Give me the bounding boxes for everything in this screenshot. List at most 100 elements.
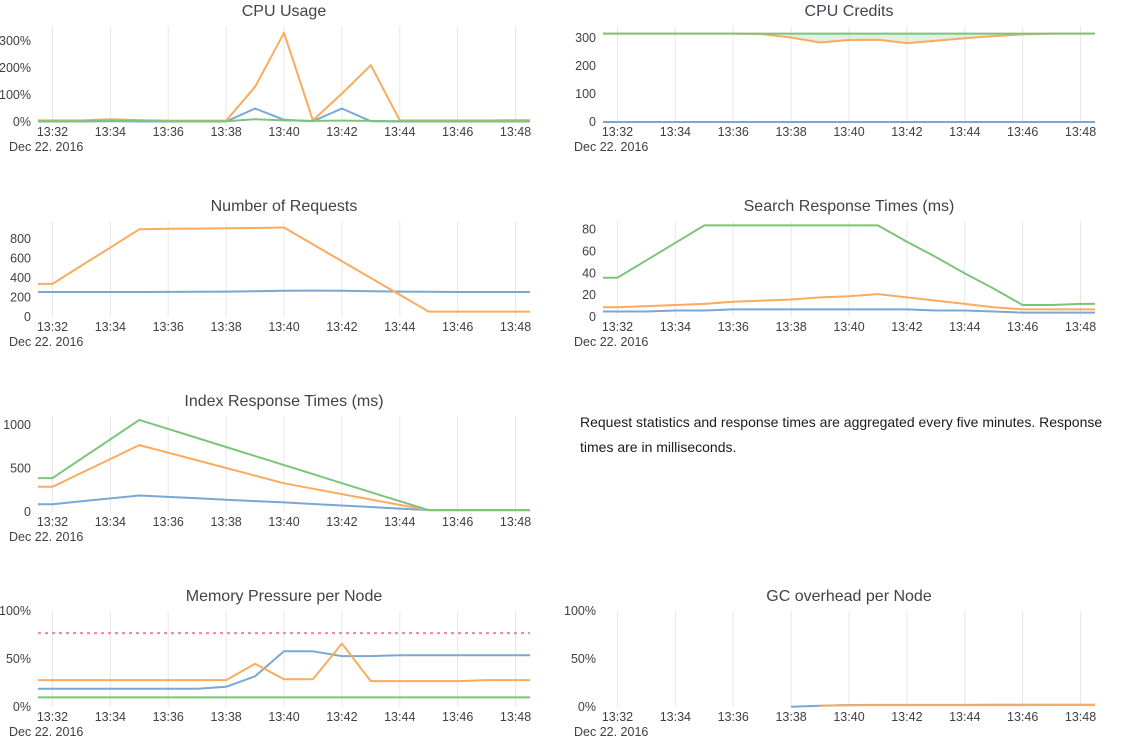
chart-canvas-memory-pressure-per-node[interactable]: Memory Pressure per Node 0% 50% 100% 13:32 13… — [0, 585, 565, 743]
y-tick-label: 100% — [0, 604, 31, 618]
chart-memory-pressure-per-node[interactable]: Memory Pressure per Node 0% 50% 100% 13:32 13… — [0, 585, 565, 741]
x-tick-label: 13:38 — [210, 710, 241, 724]
x-axis-date-label: Dec 22. 2016 — [9, 530, 83, 544]
y-tick-label: 400 — [10, 271, 31, 285]
chart-number-of-requests[interactable]: Number of Requests 0 200 400 600 800 13:32 13:3… — [0, 195, 565, 390]
series-line-cpu-usage-green[interactable] — [38, 118, 530, 123]
y-tick-label: 300% — [0, 34, 31, 48]
x-tick-label: 13:42 — [891, 320, 922, 334]
x-tick-label: 13:38 — [775, 125, 806, 139]
x-tick-label: 13:48 — [1065, 320, 1096, 334]
x-tick-label: 13:44 — [384, 710, 415, 724]
chart-title: Index Response Times (ms) — [184, 393, 383, 410]
y-tick-label: 500 — [10, 462, 31, 476]
chart-title: CPU Usage — [242, 3, 327, 20]
chart-canvas-number-of-requests[interactable]: Number of Requests 0 200 400 600 800 13:32 13:3… — [0, 195, 565, 353]
x-tick-label: 13:42 — [891, 710, 922, 724]
y-tick-label: 100% — [0, 88, 31, 102]
x-tick-label: 13:42 — [326, 515, 357, 529]
x-tick-label: 13:40 — [268, 515, 299, 529]
series-line-memory-orange[interactable] — [38, 642, 530, 683]
x-tick-label: 13:46 — [442, 710, 473, 724]
y-tick-label: 80 — [582, 223, 596, 237]
chart-title: CPU Credits — [805, 3, 894, 20]
x-tick-label: 13:48 — [500, 125, 531, 139]
x-tick-label: 13:36 — [153, 320, 184, 334]
y-tick-label: 60 — [582, 245, 596, 259]
x-tick-label: 13:42 — [326, 125, 357, 139]
x-tick-label: 13:46 — [1007, 710, 1038, 724]
chart-gc-overhead-per-node[interactable]: GC overhead per Node 0% 50% 100% 13:32 13:34 1… — [565, 585, 1131, 741]
x-tick-label: 13:44 — [384, 125, 415, 139]
chart-canvas-index-response-times[interactable]: Index Response Times (ms) 0 500 1000 13:32 13… — [0, 390, 565, 548]
chart-search-response-times[interactable]: Search Response Times (ms) 0 20 40 60 80 13:32… — [565, 195, 1131, 390]
x-tick-label: 13:32 — [37, 710, 68, 724]
chart-cpu-credits[interactable]: CPU Credits 0 100 200 300 13:32 13:34 13:36 13:3… — [565, 0, 1131, 195]
y-tick-label: 0% — [13, 115, 31, 129]
x-tick-label: 13:48 — [500, 515, 531, 529]
y-tick-label: 0% — [578, 700, 596, 714]
x-tick-label: 13:48 — [1065, 125, 1096, 139]
x-axis-date-label: Dec 22. 2016 — [574, 725, 648, 739]
x-tick-label: 13:46 — [442, 320, 473, 334]
y-tick-label: 100% — [565, 604, 596, 618]
series-line-search-orange[interactable] — [603, 293, 1095, 311]
x-tick-label: 13:38 — [210, 125, 241, 139]
x-tick-label: 13:40 — [268, 125, 299, 139]
y-tick-label: 0 — [24, 310, 31, 324]
x-tick-label: 13:32 — [37, 515, 68, 529]
chart-canvas-gc-overhead-per-node[interactable]: GC overhead per Node 0% 50% 100% 13:32 13:34 1… — [565, 585, 1130, 743]
x-tick-label: 13:34 — [95, 515, 126, 529]
x-tick-label: 13:38 — [210, 320, 241, 334]
chart-canvas-cpu-credits[interactable]: CPU Credits 0 100 200 300 13:32 13:34 13:36 13:3… — [565, 0, 1130, 158]
x-tick-label: 13:32 — [602, 710, 633, 724]
x-tick-label: 13:34 — [660, 320, 691, 334]
series-line-memory-blue[interactable] — [38, 650, 530, 690]
note-text: Request statistics and response times ar… — [580, 414, 1103, 455]
chart-index-response-times[interactable]: Index Response Times (ms) 0 500 1000 13:32 13… — [0, 390, 565, 585]
x-tick-label: 13:42 — [326, 710, 357, 724]
x-axis-date-label: Dec 22. 2016 — [9, 725, 83, 739]
x-tick-label: 13:44 — [949, 125, 980, 139]
series-line-requests-blue[interactable] — [38, 289, 530, 293]
series-line-gc-orange[interactable] — [820, 704, 1095, 707]
chart-canvas-search-response-times[interactable]: Search Response Times (ms) 0 20 40 60 80 13:32… — [565, 195, 1130, 353]
x-axis-date-label: Dec 22. 2016 — [9, 140, 83, 154]
y-tick-label: 0 — [589, 310, 596, 324]
chart-canvas-cpu-usage[interactable]: CPU Usage 0% 100% 200% 300% 13:32 13:34 13:36 13… — [0, 0, 565, 158]
fill-between-area — [603, 33, 1095, 44]
y-tick-label: 100 — [575, 87, 596, 101]
series-line-search-blue[interactable] — [603, 308, 1095, 314]
y-tick-label: 200% — [0, 61, 31, 75]
y-tick-label: 50% — [571, 652, 596, 666]
x-tick-label: 13:46 — [1007, 125, 1038, 139]
series-line-requests-orange[interactable] — [38, 226, 530, 313]
chart-cpu-usage[interactable]: CPU Usage 0% 100% 200% 300% 13:32 13:34 13:36 13… — [0, 0, 565, 195]
y-tick-label: 200 — [575, 59, 596, 73]
y-tick-label: 600 — [10, 252, 31, 266]
series-line-index-green[interactable] — [38, 418, 530, 512]
x-tick-label: 13:36 — [153, 710, 184, 724]
x-tick-label: 13:40 — [833, 125, 864, 139]
x-tick-label: 13:34 — [660, 710, 691, 724]
x-tick-label: 13:46 — [1007, 320, 1038, 334]
y-tick-label: 50% — [6, 652, 31, 666]
series-line-search-green[interactable] — [603, 224, 1095, 306]
x-tick-label: 13:34 — [95, 125, 126, 139]
y-tick-label: 200 — [10, 291, 31, 305]
y-tick-label: 800 — [10, 232, 31, 246]
x-tick-label: 13:34 — [95, 320, 126, 334]
x-tick-label: 13:46 — [442, 515, 473, 529]
x-axis-date-label: Dec 22. 2016 — [574, 335, 648, 349]
x-tick-label: 13:40 — [833, 710, 864, 724]
x-axis-date-label: Dec 22. 2016 — [9, 335, 83, 349]
x-tick-label: 13:32 — [602, 125, 633, 139]
x-tick-label: 13:32 — [37, 320, 68, 334]
y-tick-label: 0 — [24, 505, 31, 519]
x-tick-label: 13:38 — [775, 710, 806, 724]
y-tick-label: 1000 — [3, 418, 31, 432]
y-tick-label: 20 — [582, 288, 596, 302]
x-tick-label: 13:44 — [949, 710, 980, 724]
x-tick-label: 13:48 — [500, 320, 531, 334]
